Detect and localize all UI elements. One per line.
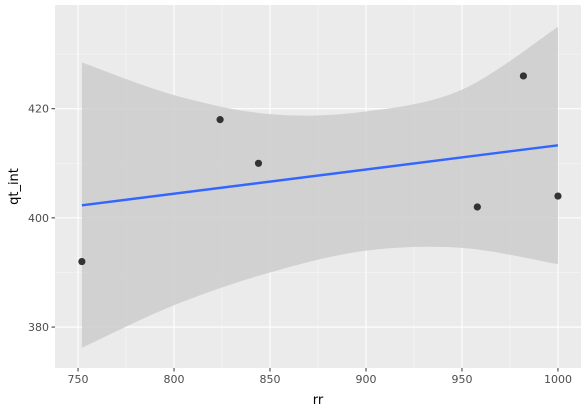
y-tick-label: 420 bbox=[28, 103, 49, 116]
regression-line bbox=[81, 144, 559, 207]
x-tick-label: 800 bbox=[164, 373, 185, 386]
x-axis-title: rr bbox=[313, 393, 324, 408]
y-tick-label: 380 bbox=[28, 321, 49, 334]
x-tick-label: 750 bbox=[68, 373, 89, 386]
x-tick-label: 900 bbox=[355, 373, 376, 386]
data-point bbox=[216, 116, 224, 124]
data-point bbox=[473, 203, 481, 211]
confidence-band bbox=[81, 26, 558, 348]
x-tick-label: 850 bbox=[260, 373, 281, 386]
data-point bbox=[554, 192, 562, 200]
x-axis-ticks: 750 800 850 900 950 1000 bbox=[68, 368, 572, 386]
data-point bbox=[519, 72, 528, 80]
data-points bbox=[78, 72, 562, 266]
y-tick-label: 400 bbox=[28, 212, 49, 225]
data-point bbox=[78, 257, 86, 266]
y-axis-title: qt_int bbox=[7, 168, 22, 205]
x-tick-label: 950 bbox=[451, 373, 472, 386]
data-point bbox=[254, 159, 263, 167]
y-axis-ticks: 380 400 420 bbox=[28, 103, 55, 334]
x-tick-label: 1000 bbox=[544, 373, 572, 386]
